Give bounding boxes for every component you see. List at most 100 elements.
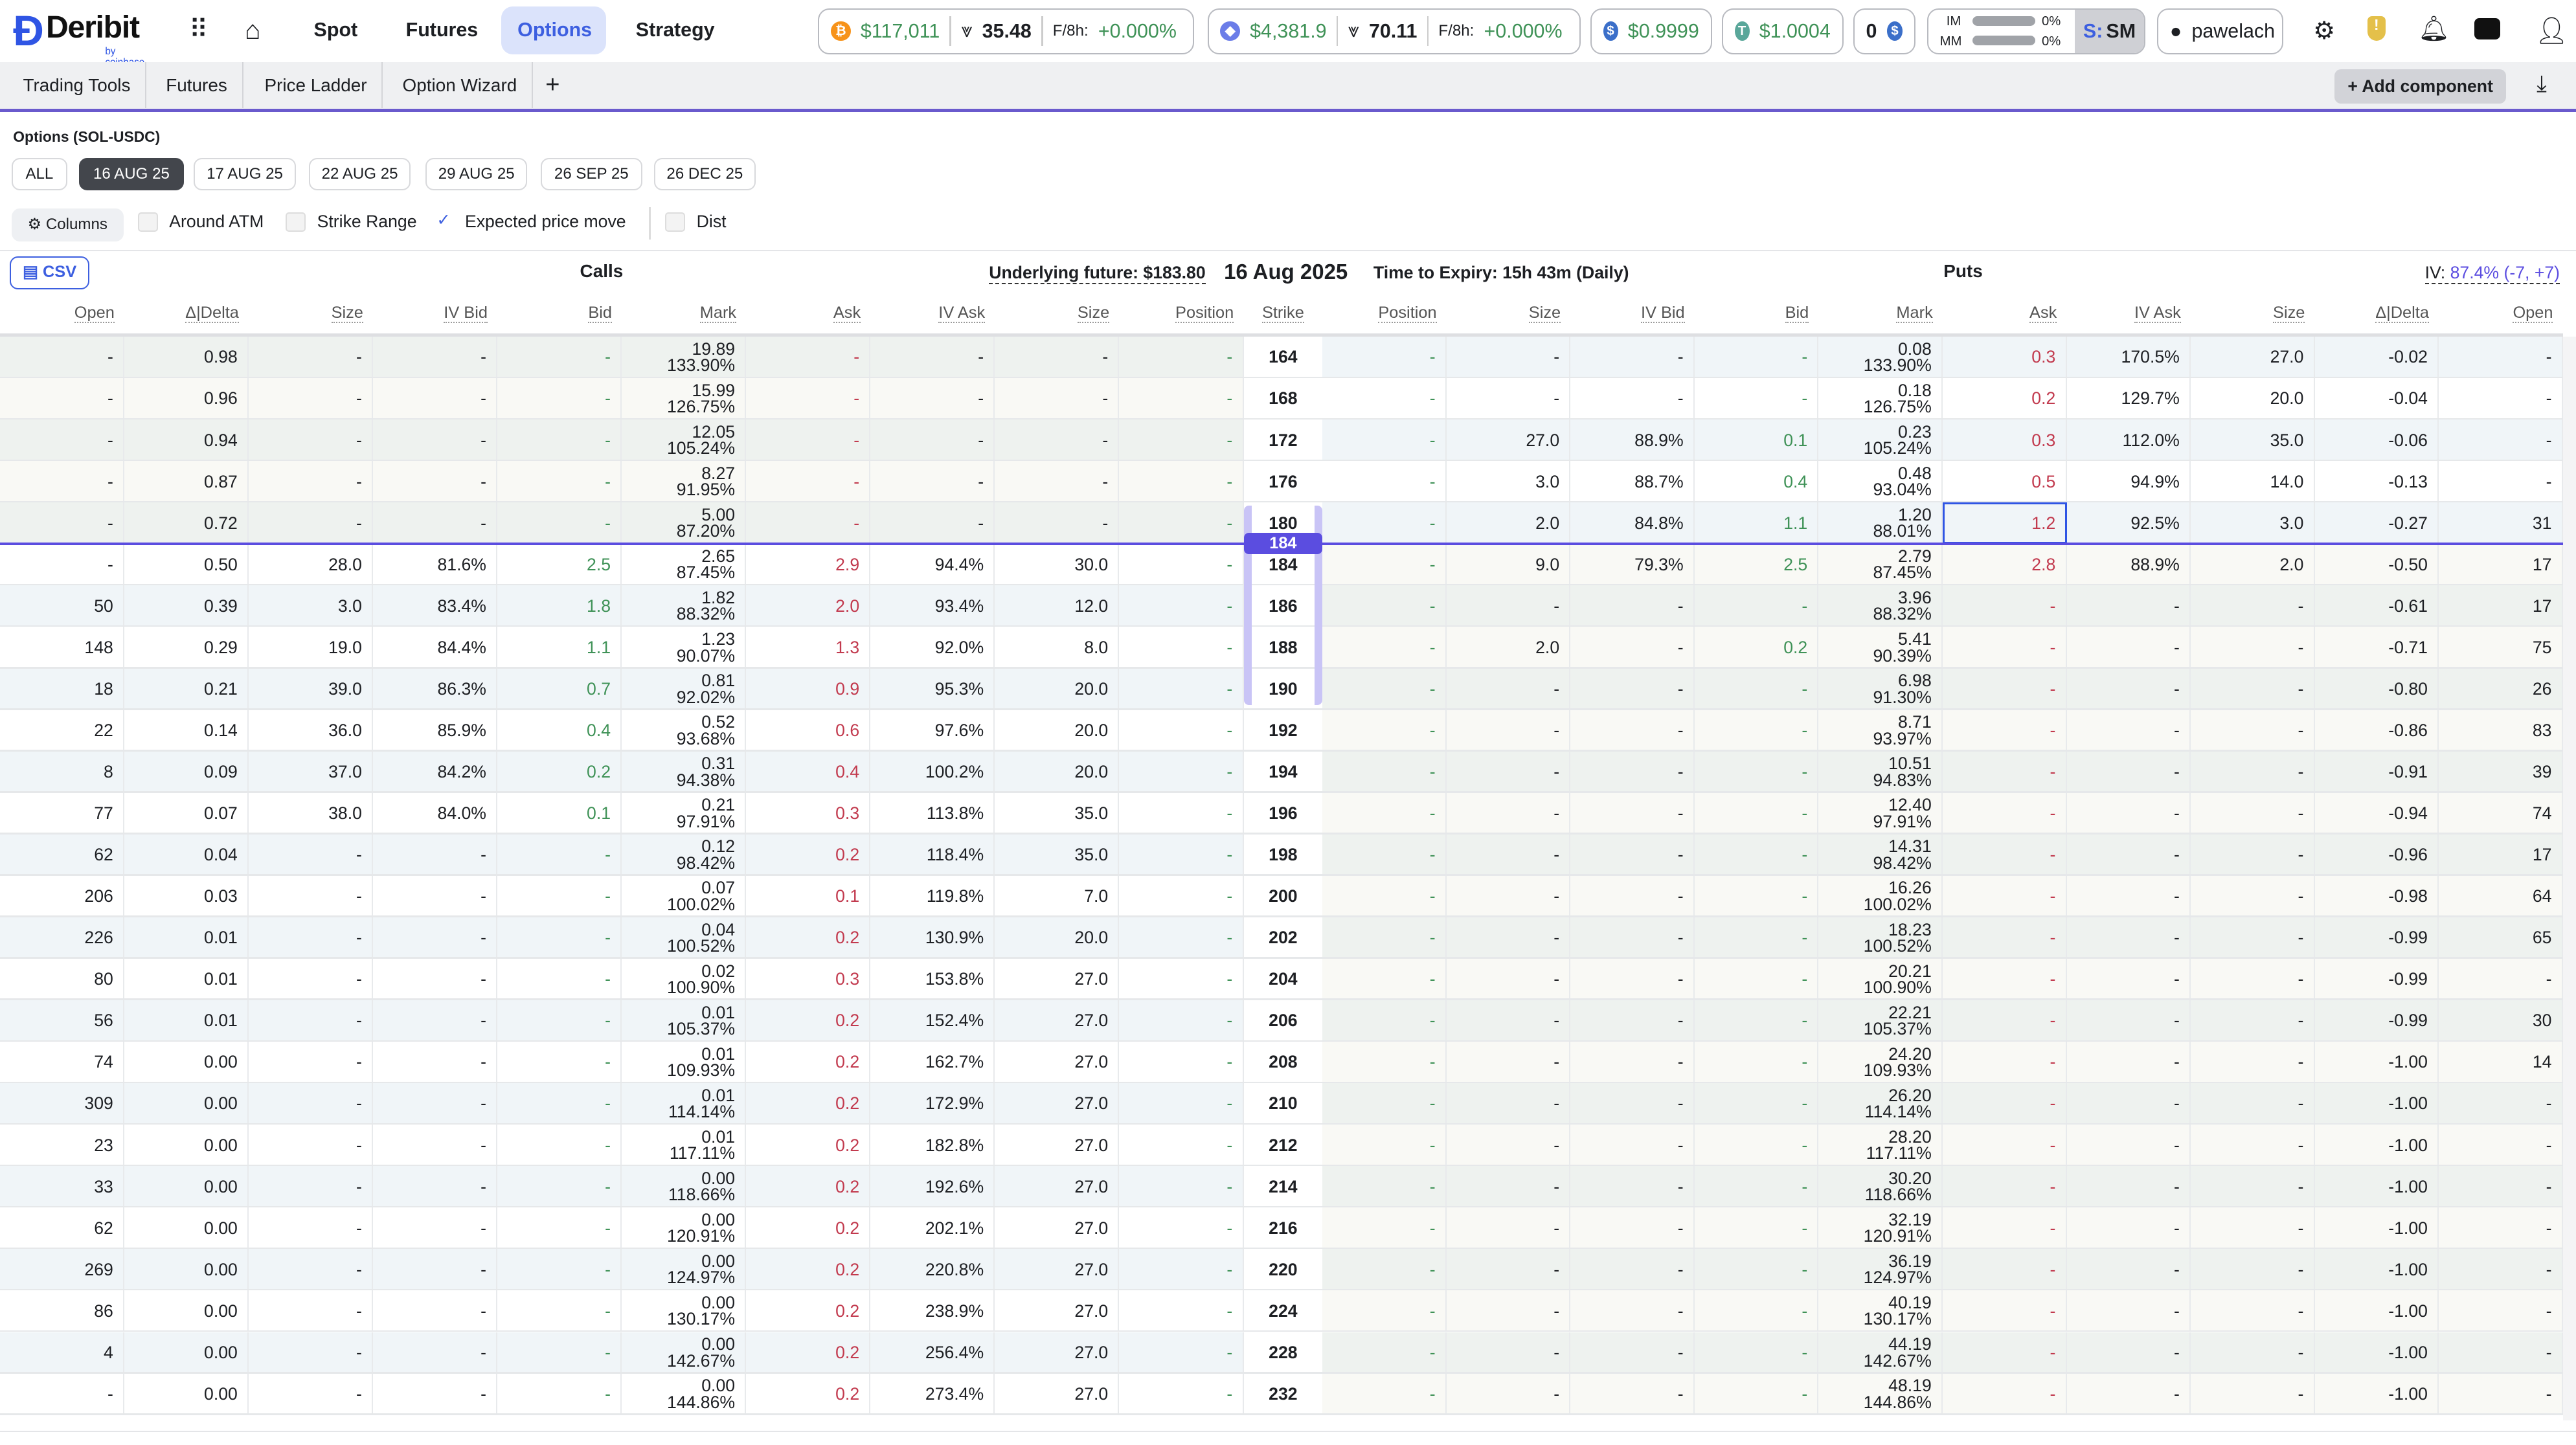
call-mark-cell[interactable]: 1.23 90.07%	[622, 627, 747, 669]
nav-strategy[interactable]: Strategy	[635, 19, 715, 41]
put-delta-cell[interactable]: -0.80	[2314, 668, 2439, 710]
call-bid-size-cell[interactable]: 39.0	[249, 668, 374, 710]
call-ask-size-cell[interactable]: 27.0	[995, 1166, 1120, 1208]
put-mark-cell[interactable]: 10.51 94.83%	[1818, 751, 1943, 793]
put-position-cell[interactable]: -	[1322, 710, 1447, 752]
put-iv-bid-cell[interactable]: -	[1570, 751, 1695, 793]
put-delta-cell[interactable]: -0.50	[2314, 544, 2439, 586]
wallet-icon[interactable]	[2474, 17, 2501, 39]
put-ask-cell[interactable]: -	[1943, 1042, 2067, 1084]
put-delta-cell[interactable]: -1.00	[2314, 1249, 2439, 1291]
call-iv-bid-cell[interactable]: -	[373, 875, 498, 917]
put-open-cell[interactable]: -	[2439, 1166, 2563, 1208]
put-open-cell[interactable]: -	[2439, 1125, 2563, 1167]
call-iv-bid-cell[interactable]: -	[373, 1332, 498, 1374]
margin-widget[interactable]: IM 0% MM 0% S: SM	[1926, 8, 2146, 54]
put-position-cell[interactable]: -	[1322, 792, 1447, 835]
put-bid-cell[interactable]: 0.1	[1694, 420, 1819, 462]
put-iv-ask-cell[interactable]: 112.0%	[2066, 420, 2191, 462]
call-open-cell[interactable]: 62	[0, 834, 125, 876]
underlying-future[interactable]: Underlying future: $183.80	[989, 263, 1206, 284]
call-open-cell[interactable]: 50	[0, 585, 125, 627]
put-position-cell[interactable]: -	[1322, 1290, 1447, 1332]
put-ask-size-cell[interactable]: -	[2191, 1166, 2315, 1208]
call-position-cell[interactable]: -	[1119, 668, 1244, 710]
call-ask-size-cell[interactable]: 20.0	[995, 917, 1120, 959]
call-delta-cell[interactable]: 0.87	[124, 461, 249, 503]
call-position-cell[interactable]: -	[1119, 420, 1244, 462]
call-mark-cell[interactable]: 0.00 124.97%	[622, 1249, 747, 1291]
call-ask-size-cell[interactable]: 27.0	[995, 1332, 1120, 1374]
call-ask-cell[interactable]: 0.2	[746, 1042, 871, 1084]
call-iv-ask-cell[interactable]: -	[870, 502, 995, 544]
put-iv-ask-cell[interactable]: -	[2066, 1042, 2191, 1084]
call-iv-ask-cell[interactable]: 119.8%	[870, 875, 995, 917]
call-delta-cell[interactable]: 0.14	[124, 710, 249, 752]
call-bid-cell[interactable]: 0.4	[497, 710, 622, 752]
put-ask-size-cell[interactable]: -	[2191, 1290, 2315, 1332]
put-bid-size-cell[interactable]: -	[1446, 1042, 1571, 1084]
call-bid-cell[interactable]: -	[497, 1166, 622, 1208]
dist-checkbox[interactable]: Dist	[665, 212, 727, 232]
call-bid-cell[interactable]: -	[497, 378, 622, 420]
call-bid-size-cell[interactable]: -	[249, 1083, 374, 1125]
call-ask-size-cell[interactable]: -	[995, 420, 1120, 462]
call-position-cell[interactable]: -	[1119, 544, 1244, 586]
call-delta-cell[interactable]: 0.00	[124, 1290, 249, 1332]
call-bid-size-cell[interactable]: -	[249, 1207, 374, 1249]
expiry-button[interactable]: 16 AUG 25	[78, 157, 185, 191]
put-delta-cell[interactable]: -1.00	[2314, 1207, 2439, 1249]
put-iv-bid-cell[interactable]: 84.8%	[1570, 502, 1695, 544]
call-mark-cell[interactable]: 8.27 91.95%	[622, 461, 747, 503]
call-open-cell[interactable]: 77	[0, 792, 125, 835]
put-ask-size-cell[interactable]: -	[2191, 958, 2315, 1000]
call-bid-cell[interactable]: -	[497, 1290, 622, 1332]
put-iv-bid-cell[interactable]: -	[1570, 958, 1695, 1000]
put-bid-cell[interactable]: -	[1694, 834, 1819, 876]
call-open-cell[interactable]: -	[0, 544, 125, 586]
put-ask-size-cell[interactable]: -	[2191, 792, 2315, 835]
put-bid-cell[interactable]: -	[1694, 585, 1819, 627]
call-open-cell[interactable]: 86	[0, 1290, 125, 1332]
put-open-cell[interactable]: 39	[2439, 751, 2563, 793]
put-ask-cell[interactable]: -	[1943, 958, 2067, 1000]
call-bid-cell[interactable]: 1.8	[497, 585, 622, 627]
security-shield-icon[interactable]: !	[2367, 16, 2386, 41]
put-ask-cell[interactable]: 0.3	[1943, 420, 2067, 462]
call-open-cell[interactable]: 62	[0, 1207, 125, 1249]
call-iv-bid-cell[interactable]: -	[373, 461, 498, 503]
call-mark-cell[interactable]: 0.52 93.68%	[622, 710, 747, 752]
put-iv-bid-cell[interactable]: 88.7%	[1570, 461, 1695, 503]
call-mark-cell[interactable]: 0.31 94.38%	[622, 751, 747, 793]
user-menu[interactable]: ● pawelach	[2157, 8, 2284, 54]
call-position-cell[interactable]: -	[1119, 834, 1244, 876]
call-column-header[interactable]: Mark	[622, 304, 746, 328]
call-position-cell[interactable]: -	[1119, 1042, 1244, 1084]
call-mark-cell[interactable]: 0.81 92.02%	[622, 668, 747, 710]
put-bid-size-cell[interactable]: -	[1446, 1166, 1571, 1208]
put-mark-cell[interactable]: 26.20 114.14%	[1818, 1083, 1943, 1125]
csv-export-button[interactable]: ▤ CSV	[10, 256, 89, 289]
put-delta-cell[interactable]: -0.99	[2314, 958, 2439, 1000]
call-bid-cell[interactable]: 0.1	[497, 792, 622, 835]
put-bid-cell[interactable]: -	[1694, 378, 1819, 420]
put-open-cell[interactable]: 17	[2439, 544, 2563, 586]
put-position-cell[interactable]: -	[1322, 917, 1447, 959]
put-ask-cell[interactable]: 0.5	[1943, 461, 2067, 503]
put-ask-size-cell[interactable]: -	[2191, 585, 2315, 627]
put-ask-cell[interactable]: -	[1943, 1249, 2067, 1291]
call-iv-ask-cell[interactable]: 238.9%	[870, 1290, 995, 1332]
call-open-cell[interactable]: 33	[0, 1166, 125, 1208]
put-bid-cell[interactable]: -	[1694, 751, 1819, 793]
call-iv-ask-cell[interactable]: -	[870, 337, 995, 379]
call-ask-size-cell[interactable]: 20.0	[995, 668, 1120, 710]
put-bid-size-cell[interactable]: 27.0	[1446, 420, 1571, 462]
put-bid-cell[interactable]: -	[1694, 337, 1819, 379]
put-iv-ask-cell[interactable]: -	[2066, 1249, 2191, 1291]
call-ask-size-cell[interactable]: 27.0	[995, 1290, 1120, 1332]
put-iv-bid-cell[interactable]: 79.3%	[1570, 544, 1695, 586]
call-ask-size-cell[interactable]: 27.0	[995, 1083, 1120, 1125]
call-position-cell[interactable]: -	[1119, 1373, 1244, 1415]
call-iv-bid-cell[interactable]: 84.0%	[373, 792, 498, 835]
put-bid-size-cell[interactable]: 9.0	[1446, 544, 1571, 586]
